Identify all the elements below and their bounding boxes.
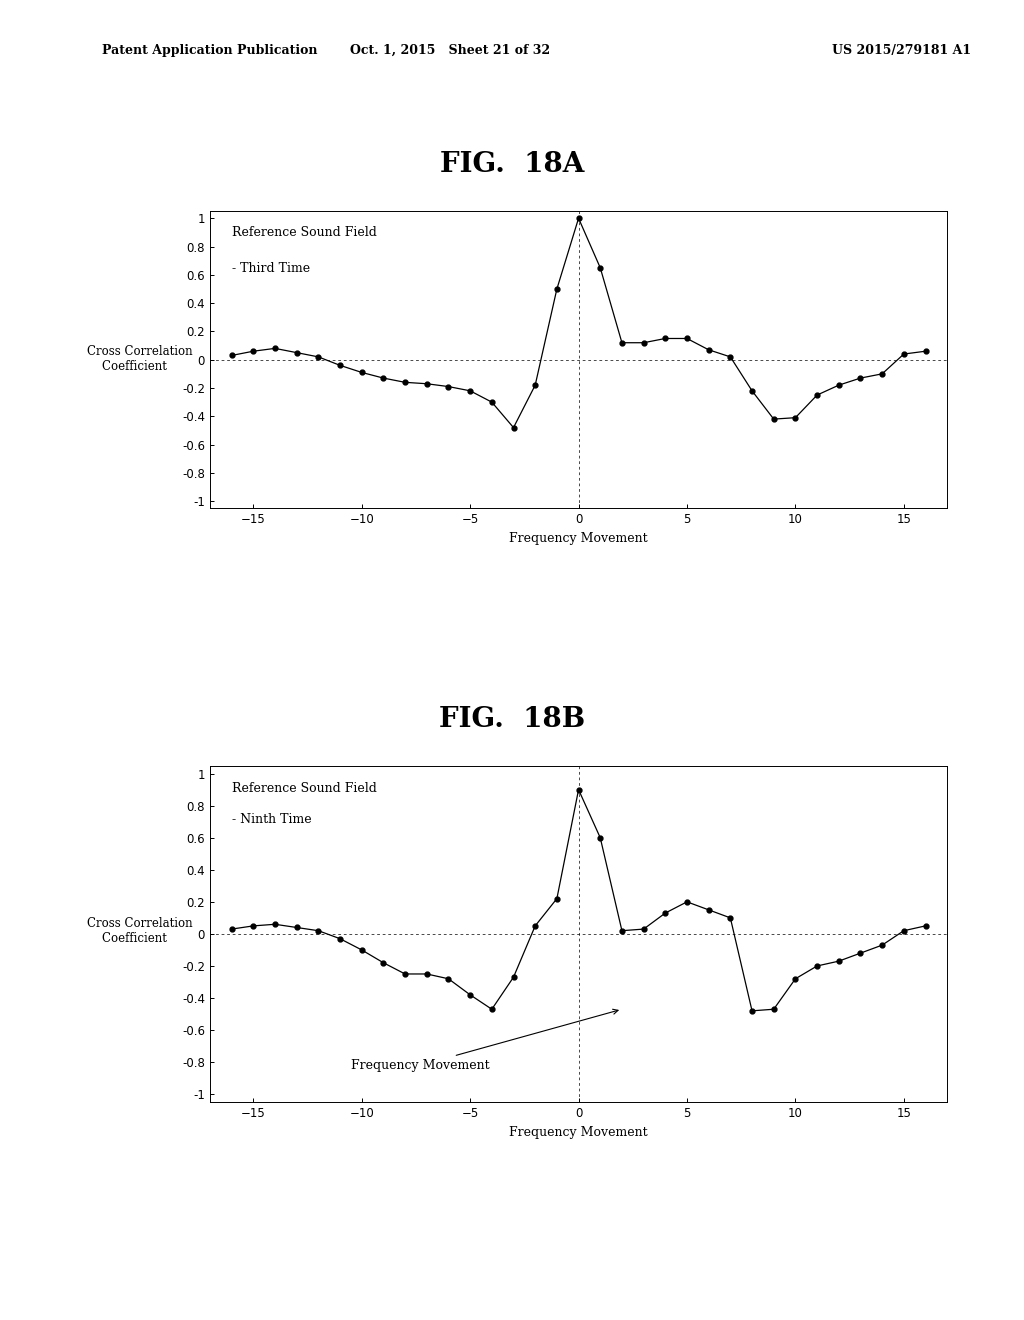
X-axis label: Frequency Movement: Frequency Movement	[509, 1126, 648, 1139]
Text: Cross Correlation
    Coefficient: Cross Correlation Coefficient	[87, 916, 193, 945]
Text: - Third Time: - Third Time	[232, 261, 310, 275]
Text: Reference Sound Field: Reference Sound Field	[232, 783, 377, 796]
X-axis label: Frequency Movement: Frequency Movement	[509, 532, 648, 545]
Text: Cross Correlation
    Coefficient: Cross Correlation Coefficient	[87, 345, 193, 374]
Text: - Ninth Time: - Ninth Time	[232, 813, 311, 826]
Text: Oct. 1, 2015   Sheet 21 of 32: Oct. 1, 2015 Sheet 21 of 32	[350, 44, 551, 57]
Text: FIG.  18B: FIG. 18B	[439, 706, 585, 733]
Text: Frequency Movement: Frequency Movement	[351, 1010, 618, 1072]
Text: Reference Sound Field: Reference Sound Field	[232, 226, 377, 239]
Text: Patent Application Publication: Patent Application Publication	[102, 44, 317, 57]
Text: FIG.  18A: FIG. 18A	[440, 152, 584, 178]
Text: US 2015/279181 A1: US 2015/279181 A1	[831, 44, 971, 57]
